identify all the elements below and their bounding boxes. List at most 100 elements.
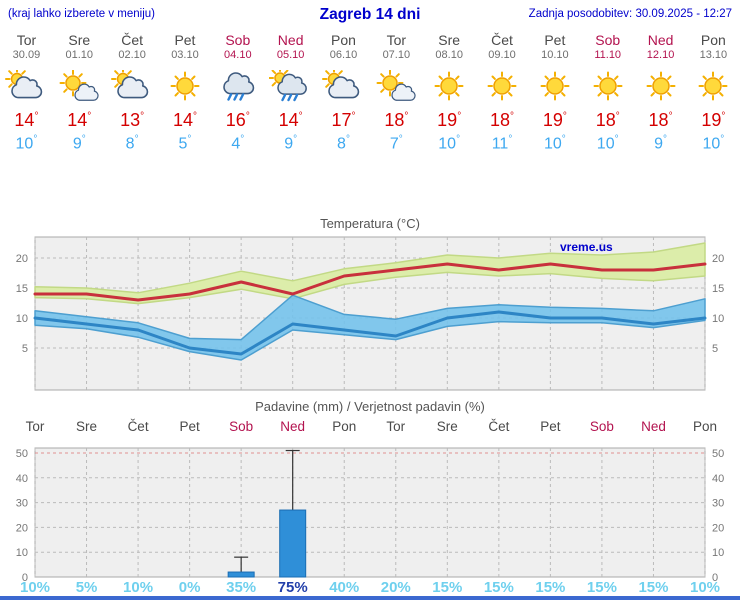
day-name: Tor <box>16 32 37 48</box>
temp-max: 19° <box>542 110 567 130</box>
day-date: 10.10 <box>541 49 569 61</box>
day-column: Pet 03.10 14° 5° <box>159 30 212 153</box>
temp-max: 18° <box>648 110 673 130</box>
y-axis-label: 15 <box>712 283 724 295</box>
axis-day-label: Sob <box>590 419 614 434</box>
precip-probability-label: 5% <box>76 579 98 596</box>
axis-day-label: Pet <box>179 419 200 434</box>
plot-background <box>34 447 706 578</box>
precipitation-chart: Padavine (mm) / Verjetnost padavin (%) 0 0… <box>16 399 725 596</box>
temp-max: 18° <box>384 110 409 130</box>
sunny-icon <box>476 70 529 102</box>
sunny-icon <box>581 70 634 102</box>
axis-day-label: Ned <box>641 419 666 434</box>
temperature-chart: 5 5 10 10 15 15 20 20 Temperatura (°C) vreme.us <box>16 216 724 391</box>
menu-note: (kraj lahko izberete v meniju) <box>8 8 156 20</box>
temp-max: 13° <box>120 110 145 130</box>
day-name: Pon <box>331 32 356 48</box>
day-date: 08.10 <box>435 49 463 61</box>
y-axis-label: 10 <box>16 547 28 559</box>
y-axis-label: 15 <box>16 283 28 295</box>
axis-day-label: Čet <box>488 419 509 434</box>
rain-icon <box>211 70 264 102</box>
day-column: Čet 09.10 18° 11° <box>476 30 529 153</box>
sunny-icon <box>423 70 476 102</box>
day-column: Pon 13.10 19° 10° <box>687 30 740 153</box>
day-column: Tor 07.10 18° 7° <box>370 30 423 153</box>
day-name: Pet <box>544 32 566 48</box>
temp-min: 10° <box>596 134 619 153</box>
temp-min: 4° <box>231 134 245 153</box>
temp-max: 19° <box>701 110 726 130</box>
temp-max-line <box>33 262 707 302</box>
day-date: 11.10 <box>594 49 622 61</box>
day-column: Ned 05.10 14° 9° <box>264 30 317 153</box>
sun-cloud-icon <box>370 69 423 102</box>
day-date: 03.10 <box>171 49 199 61</box>
precip-probability-label: 20% <box>381 579 411 596</box>
axis-day-label: Tor <box>386 419 405 434</box>
cloud-sun-icon <box>0 67 53 102</box>
day-name: Sre <box>68 32 91 48</box>
day-date: 01.10 <box>65 49 94 61</box>
y-axis-label: 10 <box>16 313 28 325</box>
temp-min-line <box>33 310 707 356</box>
axis-day-label: Pon <box>693 419 717 434</box>
axis-day-label: Pon <box>332 419 356 434</box>
temp-min: 11° <box>491 134 513 153</box>
temp-min-band <box>34 294 706 361</box>
temp-max: 14° <box>14 110 39 130</box>
day-date: 06.10 <box>329 49 358 61</box>
y-axis-label: 40 <box>16 473 28 485</box>
page-header: (kraj lahko izberete v meniju) Zagreb 14… <box>0 4 740 26</box>
day-name: Sre <box>438 32 461 48</box>
day-column: Sre 08.10 19° 10° <box>423 30 476 153</box>
chart-title: Padavine (mm) / Verjetnost padavin (%) <box>255 399 485 414</box>
day-column: Sre 01.10 14° 9° <box>53 30 106 153</box>
y-axis-label: 20 <box>712 253 724 265</box>
day-name: Ned <box>647 32 674 48</box>
precip-probability-label: 0% <box>179 579 201 596</box>
day-column: Sob 11.10 18° 10° <box>581 30 634 153</box>
y-axis-label: 20 <box>712 522 724 534</box>
y-axis-label: 50 <box>712 448 724 460</box>
axis-day-label: Tor <box>26 419 45 434</box>
day-name: Ned <box>277 32 304 48</box>
day-name: Pet <box>174 32 196 48</box>
temp-min: 5° <box>178 134 192 153</box>
axis-day-label: Sre <box>437 419 458 434</box>
day-date: 02.10 <box>118 49 146 61</box>
day-column: Pet 10.10 19° 10° <box>528 30 581 153</box>
sunny-icon <box>159 70 212 102</box>
day-date: 05.10 <box>276 49 305 61</box>
y-axis-label: 50 <box>16 448 28 460</box>
precip-probability-label: 10% <box>20 579 50 596</box>
y-axis-label: 0 <box>22 572 28 584</box>
sun-cloud-icon <box>53 69 106 102</box>
day-date: 09.10 <box>488 49 516 61</box>
day-column: Ned 12.10 18° 9° <box>634 30 687 153</box>
axis-day-label: Čet <box>128 419 149 434</box>
day-date: 13.10 <box>699 49 728 61</box>
temp-max: 19° <box>437 110 462 130</box>
precip-probability-label: 40% <box>329 579 359 596</box>
precip-probability-label: 15% <box>432 579 462 596</box>
day-name: Sob <box>595 32 621 48</box>
y-axis-label: 5 <box>712 343 718 355</box>
temp-min: 9° <box>72 134 86 153</box>
precip-probability-label: 10% <box>690 579 720 596</box>
temp-max: 14° <box>67 110 92 130</box>
temp-min: 10° <box>438 134 461 153</box>
day-name: Sob <box>225 32 251 48</box>
temp-min: 8° <box>125 134 139 153</box>
axis-day-label: Ned <box>280 419 305 434</box>
temp-min: 10° <box>543 134 566 153</box>
temp-max: 18° <box>595 110 620 130</box>
precip-probability-label: 10% <box>123 579 153 596</box>
cloud-sun-icon <box>317 67 370 102</box>
temp-max: 18° <box>490 110 515 130</box>
footer-bar <box>0 596 740 600</box>
y-axis-label: 0 <box>712 572 718 584</box>
temp-min: 9° <box>284 134 298 153</box>
rain-sun-icon <box>264 66 317 102</box>
